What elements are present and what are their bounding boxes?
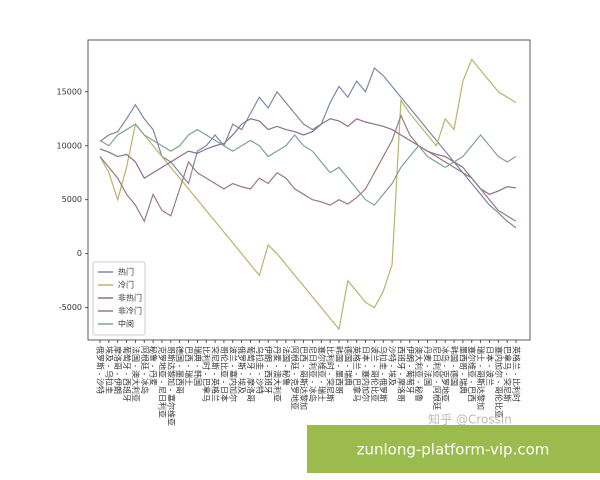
x-tick-label: 瑞士 - 哥斯达黎加 bbox=[476, 346, 486, 410]
x-tick-label: 波兰 - 哥伦比亚 bbox=[370, 346, 380, 402]
x-tick-label: 巴西 - 瑞士 bbox=[184, 346, 194, 386]
x-tick-label: 俄罗斯 - 沙特 bbox=[96, 346, 106, 394]
legend-label: 中阅 bbox=[118, 319, 134, 329]
plot-frame bbox=[87, 39, 531, 341]
legend-label: 非冷门 bbox=[118, 306, 142, 316]
x-tick-label: 埃及 - 乌拉圭 bbox=[104, 346, 114, 394]
watermark: 知乎 @Crossin bbox=[428, 413, 512, 427]
x-tick-label: 伊朗 - 西班牙 bbox=[264, 346, 274, 394]
series-line bbox=[99, 67, 517, 229]
banner-text: zunlong-platform-vip.com bbox=[357, 441, 550, 459]
x-tick-label: 巴拿马 - 突尼斯 bbox=[503, 346, 513, 402]
x-tick-label: 葡萄牙 - 西班牙 bbox=[122, 346, 132, 402]
x-tick-label: 德国 - 瑞典 bbox=[343, 346, 353, 386]
series-line bbox=[99, 123, 517, 206]
y-tick-label: 5000 bbox=[62, 195, 82, 204]
x-tick-label: 哥伦比亚 - 日本 bbox=[219, 346, 229, 402]
x-tick-label: 西班牙 - 摩洛哥 bbox=[396, 346, 406, 402]
series-line bbox=[99, 58, 517, 331]
x-tick-label: 波兰 - 塞内加尔 bbox=[228, 346, 238, 402]
legend-label: 冷门 bbox=[118, 280, 134, 290]
x-tick-label: 法国 - 澳大利亚 bbox=[131, 346, 141, 402]
x-tick-label: 比利时 - 巴拿马 bbox=[202, 346, 212, 402]
x-tick-label: 俄罗斯 - 埃及 bbox=[237, 346, 247, 394]
y-tick-label: -5000 bbox=[59, 303, 82, 312]
legend-label: 非热门 bbox=[118, 293, 142, 303]
x-tick-label: 塞尔维亚 - 巴西 bbox=[467, 346, 477, 402]
x-tick-label: 摩洛哥 - 伊朗 bbox=[113, 346, 123, 394]
x-tick-label: 阿根廷 - 冰岛 bbox=[140, 346, 150, 394]
x-tick-label: 乌拉圭 - 沙特 bbox=[255, 346, 265, 394]
y-tick-label: 10000 bbox=[57, 141, 82, 150]
x-tick-label: 伊朗 - 葡萄牙 bbox=[405, 346, 415, 394]
x-tick-label: 乌拉圭 - 俄罗斯 bbox=[379, 346, 389, 402]
x-tick-label: 克罗地亚 - 尼日利亚 bbox=[157, 346, 167, 418]
x-tick-label: 墨西哥 - 瑞典 bbox=[458, 346, 468, 394]
legend-box bbox=[92, 261, 146, 336]
x-tick-label: 韩国 - 墨西哥 bbox=[334, 346, 344, 394]
x-tick-label: 塞内加尔 - 哥伦比亚 bbox=[494, 346, 504, 418]
y-tick-label: 15000 bbox=[57, 87, 82, 96]
x-tick-label: 哥斯达黎加 - 塞尔维亚 bbox=[166, 346, 176, 426]
x-tick-label: 丹麦 - 法国 bbox=[423, 346, 433, 386]
series-line bbox=[99, 113, 517, 223]
x-tick-label: 巴西 - 哥斯达黎加 bbox=[299, 346, 309, 410]
x-tick-label: 比利时 - 突尼斯 bbox=[326, 346, 336, 402]
x-tick-label: 澳大利亚 - 秘鲁 bbox=[414, 346, 424, 402]
x-tick-label: 英格兰 - 比利时 bbox=[512, 346, 522, 402]
x-tick-label: 法国 - 秘鲁 bbox=[281, 346, 291, 386]
x-tick-label: 突尼斯 - 英格兰 bbox=[211, 346, 221, 402]
x-tick-label: 沙特 - 埃及 bbox=[388, 346, 398, 386]
x-tick-label: 瑞典 - 韩国 bbox=[193, 346, 203, 386]
banner-bg bbox=[307, 425, 600, 473]
x-tick-label: 德国 - 墨西哥 bbox=[175, 346, 185, 394]
x-tick-label: 韩国 - 德国 bbox=[450, 346, 460, 386]
x-tick-label: 秘鲁 - 丹麦 bbox=[149, 346, 159, 386]
x-tick-label: 日本 - 波兰 bbox=[485, 346, 495, 386]
x-tick-label: 日本 - 塞内加尔 bbox=[361, 346, 371, 402]
x-tick-label: 塞尔维亚 - 瑞士 bbox=[317, 346, 327, 402]
x-tick-label: 丹麦 - 澳大利亚 bbox=[273, 346, 283, 402]
x-tick-label: 尼日利亚 - 阿根廷 bbox=[432, 346, 442, 410]
legend-label: 热门 bbox=[118, 267, 134, 277]
series-line bbox=[99, 118, 517, 195]
x-tick-label: 葡萄牙 - 摩洛哥 bbox=[246, 346, 256, 402]
x-tick-label: 尼日利亚 - 冰岛 bbox=[308, 346, 318, 402]
x-tick-label: 英格兰 - 巴拿马 bbox=[352, 346, 362, 402]
x-tick-label: 阿根廷 - 克罗地亚 bbox=[290, 346, 300, 410]
y-tick-label: 0 bbox=[77, 249, 82, 258]
x-tick-label: 冰岛 - 克罗地亚 bbox=[441, 346, 451, 402]
